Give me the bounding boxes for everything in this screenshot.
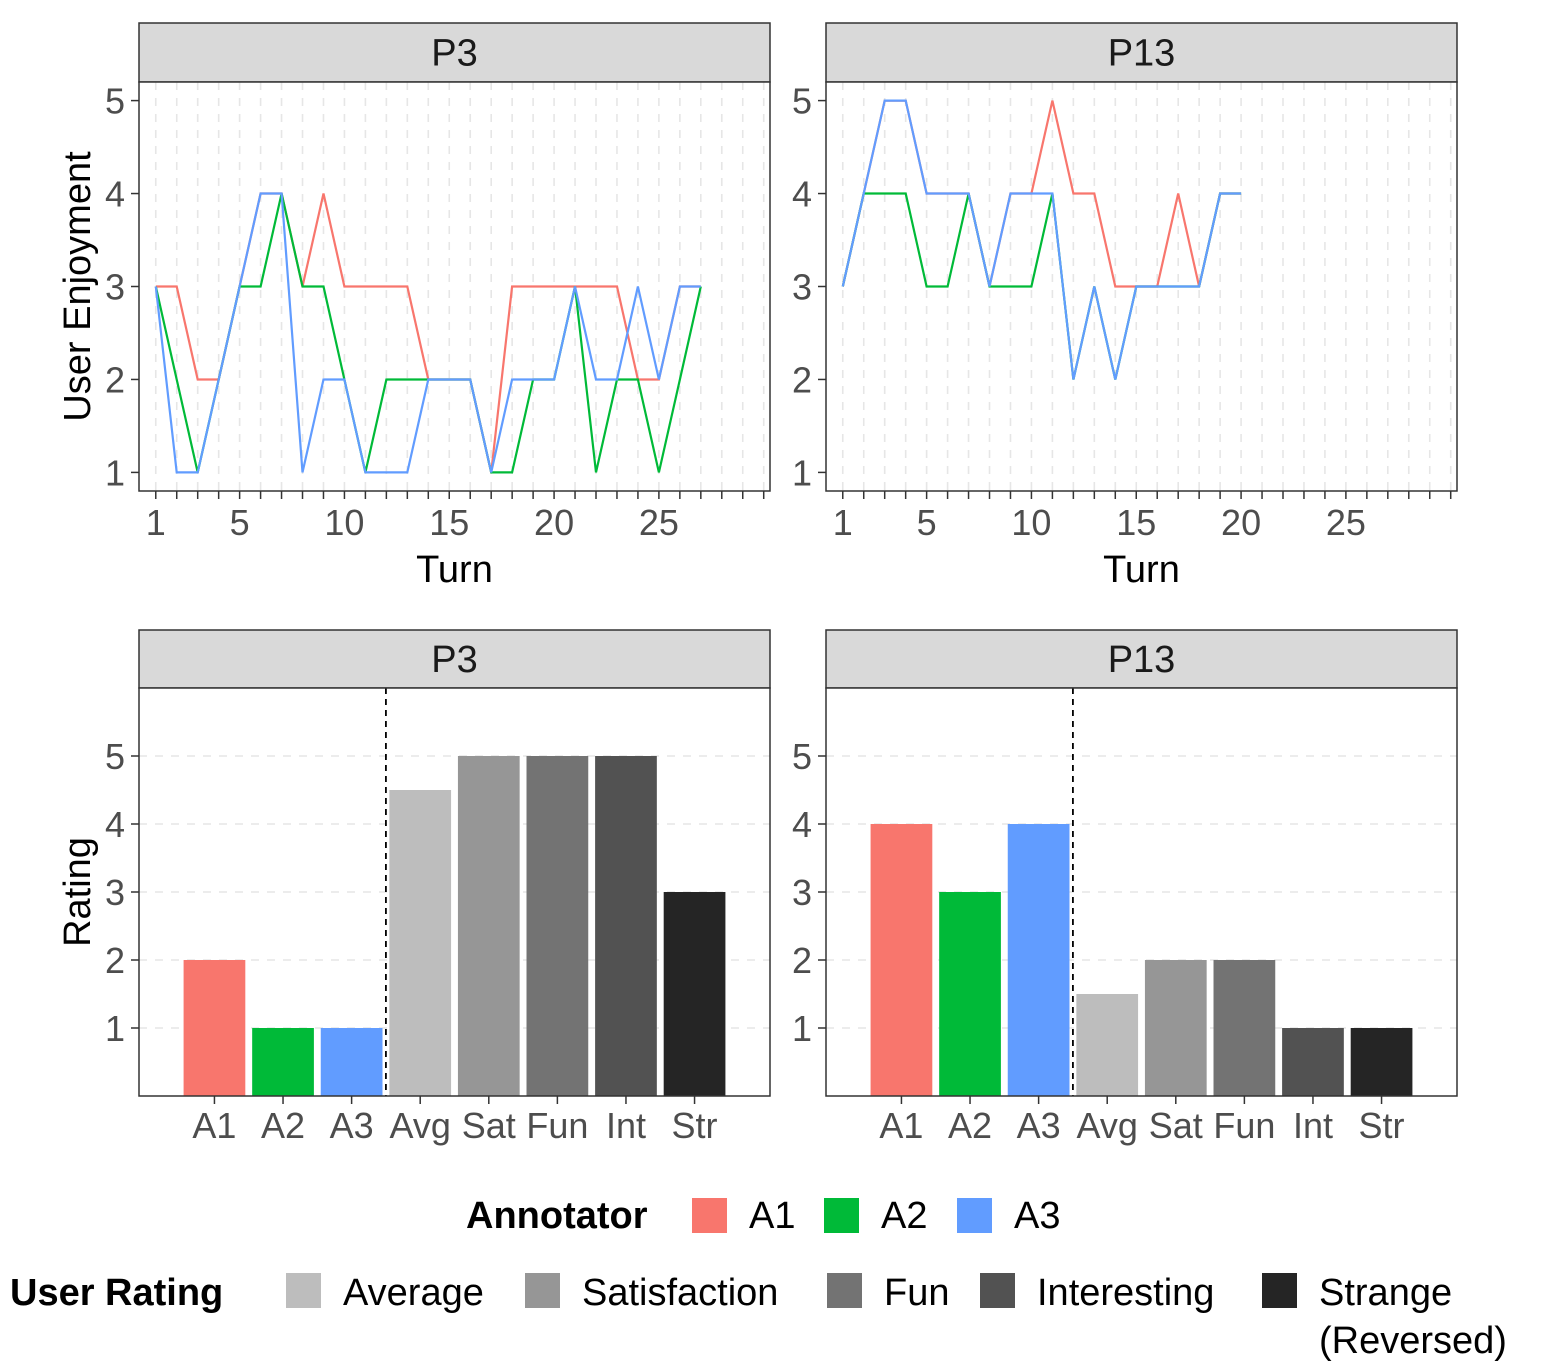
y-tick-label: 3: [105, 872, 125, 913]
bar-a2: [939, 892, 1001, 1096]
legend-annotator-title: Annotator: [466, 1195, 648, 1237]
x-tick-label: 25: [639, 502, 679, 543]
y-tick-label: 2: [792, 359, 812, 400]
y-tick-label: 4: [792, 174, 812, 215]
y-axis-title: Rating: [57, 837, 99, 947]
legend-swatch-a3: [957, 1198, 992, 1233]
y-tick-label: 2: [105, 359, 125, 400]
y-tick-label: 5: [105, 736, 125, 777]
panel-strip-label: P13: [1108, 639, 1176, 681]
y-tick-label: 4: [105, 174, 125, 215]
bar-a3: [321, 1028, 383, 1096]
plot-background: [139, 82, 770, 491]
y-axis-title: User Enjoyment: [57, 151, 99, 422]
y-tick-label: 4: [792, 804, 812, 845]
panel-strip-label: P3: [431, 639, 477, 681]
bar-a1: [871, 824, 933, 1096]
legend-label-fun: Fun: [884, 1272, 949, 1314]
bar-str: [664, 892, 726, 1096]
legend-swatch-int: [980, 1273, 1015, 1308]
x-tick-label: Fun: [1213, 1105, 1275, 1146]
bar-fun: [1214, 960, 1276, 1096]
bar-a2: [252, 1028, 314, 1096]
legend-swatch-str: [1262, 1273, 1297, 1308]
bar-avg: [389, 790, 451, 1096]
bar-sat: [458, 756, 520, 1096]
x-tick-label: Sat: [1149, 1105, 1203, 1146]
legend-label-str: Strange: [1319, 1272, 1452, 1314]
y-tick-label: 5: [792, 81, 812, 122]
x-tick-label: A2: [948, 1105, 992, 1146]
x-tick-label: A3: [330, 1105, 374, 1146]
x-tick-label: Str: [1359, 1105, 1405, 1146]
x-axis-title: Turn: [1103, 549, 1180, 591]
y-tick-label: 3: [105, 267, 125, 308]
x-tick-label: 1: [146, 502, 166, 543]
legend-swatch-a1: [692, 1198, 727, 1233]
y-tick-label: 5: [105, 81, 125, 122]
x-tick-label: Avg: [1077, 1105, 1138, 1146]
x-tick-label: Int: [1293, 1105, 1333, 1146]
y-tick-label: 1: [105, 1008, 125, 1049]
x-tick-label: 20: [534, 502, 574, 543]
x-tick-label: Str: [672, 1105, 718, 1146]
legend-label-avg: Average: [343, 1272, 484, 1314]
x-tick-label: A2: [261, 1105, 305, 1146]
legend-swatch-a2: [824, 1198, 859, 1233]
y-tick-label: 2: [792, 940, 812, 981]
x-tick-label: 5: [917, 502, 937, 543]
x-tick-label: Avg: [390, 1105, 451, 1146]
bar-str: [1351, 1028, 1413, 1096]
legend-swatch-avg: [286, 1273, 321, 1308]
x-tick-label: A3: [1017, 1105, 1061, 1146]
bar-int: [1282, 1028, 1344, 1096]
bar-fun: [527, 756, 589, 1096]
x-tick-label: 15: [429, 502, 469, 543]
y-tick-label: 3: [792, 872, 812, 913]
bar-int: [595, 756, 657, 1096]
y-tick-label: 1: [792, 1008, 812, 1049]
legend-label-sat: Satisfaction: [582, 1272, 778, 1314]
chart-legend: Annotator A1 A2 A3 User Rating Average Satisfa…: [10, 1195, 1507, 1362]
y-tick-label: 5: [792, 736, 812, 777]
x-axis-title: Turn: [416, 549, 493, 591]
x-tick-label: Int: [606, 1105, 646, 1146]
legend-label-a1: A1: [749, 1195, 795, 1237]
y-tick-label: 2: [105, 940, 125, 981]
x-tick-label: Fun: [526, 1105, 588, 1146]
y-tick-label: 4: [105, 804, 125, 845]
x-tick-label: 10: [324, 502, 364, 543]
x-tick-label: 10: [1011, 502, 1051, 543]
y-tick-label: 3: [792, 267, 812, 308]
bar-a1: [184, 960, 246, 1096]
x-tick-label: 1: [833, 502, 853, 543]
y-tick-label: 1: [792, 452, 812, 493]
legend-rating-title: User Rating: [10, 1272, 223, 1314]
x-tick-label: 25: [1326, 502, 1366, 543]
x-tick-label: 20: [1221, 502, 1261, 543]
legend-swatch-fun: [827, 1273, 862, 1308]
panel-strip-label: P13: [1108, 33, 1176, 75]
bar-sat: [1145, 960, 1207, 1096]
x-tick-label: A1: [192, 1105, 236, 1146]
panel-strip-label: P3: [431, 33, 477, 75]
bar-avg: [1076, 994, 1138, 1096]
x-tick-label: 15: [1116, 502, 1156, 543]
legend-label-int: Interesting: [1037, 1272, 1214, 1314]
legend-label-a2: A2: [881, 1195, 927, 1237]
x-tick-label: Sat: [462, 1105, 516, 1146]
legend-label-a3: A3: [1014, 1195, 1060, 1237]
y-tick-label: 1: [105, 452, 125, 493]
legend-swatch-sat: [525, 1273, 560, 1308]
x-tick-label: 5: [230, 502, 250, 543]
bar-a3: [1008, 824, 1070, 1096]
x-tick-label: A1: [879, 1105, 923, 1146]
legend-label-str-line2: (Reversed): [1319, 1320, 1507, 1362]
